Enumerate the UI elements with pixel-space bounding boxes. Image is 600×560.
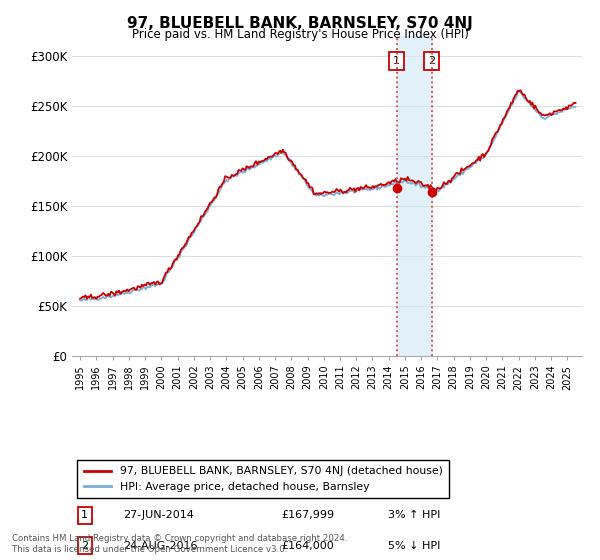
Text: 3% ↑ HPI: 3% ↑ HPI: [388, 510, 440, 520]
Text: 1: 1: [393, 57, 400, 66]
Text: 27-JUN-2014: 27-JUN-2014: [123, 510, 194, 520]
Text: 2: 2: [81, 540, 88, 550]
Text: 1: 1: [81, 510, 88, 520]
Legend: 97, BLUEBELL BANK, BARNSLEY, S70 4NJ (detached house), HPI: Average price, detac: 97, BLUEBELL BANK, BARNSLEY, S70 4NJ (de…: [77, 460, 449, 498]
Text: 97, BLUEBELL BANK, BARNSLEY, S70 4NJ: 97, BLUEBELL BANK, BARNSLEY, S70 4NJ: [127, 16, 473, 31]
Text: Price paid vs. HM Land Registry's House Price Index (HPI): Price paid vs. HM Land Registry's House …: [131, 28, 469, 41]
Text: Contains HM Land Registry data © Crown copyright and database right 2024.: Contains HM Land Registry data © Crown c…: [12, 534, 347, 543]
Text: 5% ↓ HPI: 5% ↓ HPI: [388, 540, 440, 550]
Text: £167,999: £167,999: [281, 510, 334, 520]
Text: £164,000: £164,000: [281, 540, 334, 550]
Text: 24-AUG-2016: 24-AUG-2016: [123, 540, 197, 550]
Text: 2: 2: [428, 57, 435, 66]
Text: This data is licensed under the Open Government Licence v3.0.: This data is licensed under the Open Gov…: [12, 545, 287, 554]
Bar: [397, 36, 431, 356]
